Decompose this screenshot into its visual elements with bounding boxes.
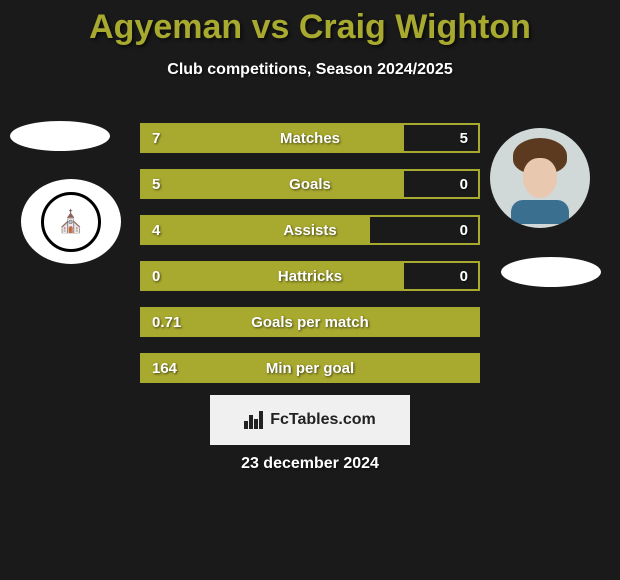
bar-assists: 4 Assists 0 (140, 215, 480, 245)
bar-fill (142, 125, 404, 151)
right-player-avatar (490, 128, 590, 228)
page-title: Agyeman vs Craig Wighton (0, 0, 620, 47)
face-icon (505, 138, 575, 218)
right-club-badge (501, 257, 601, 287)
bar-min-per-goal: 164 Min per goal (140, 353, 480, 383)
bar-right-value: 0 (450, 171, 478, 197)
left-player-avatar (10, 121, 110, 151)
bar-goals: 5 Goals 0 (140, 169, 480, 199)
bar-left-value: 7 (142, 125, 170, 151)
bar-right-value: 0 (450, 217, 478, 243)
bar-fill (142, 217, 370, 243)
bar-goals-per-match: 0.71 Goals per match (140, 307, 480, 337)
bar-fill (142, 355, 478, 381)
subtitle: Club competitions, Season 2024/2025 (0, 61, 620, 79)
bar-right-value: 5 (450, 125, 478, 151)
bar-left-value: 5 (142, 171, 170, 197)
bar-left-value: 0.71 (142, 309, 191, 335)
bar-fill (142, 309, 478, 335)
bar-left-value: 164 (142, 355, 187, 381)
left-club-badge: ⛪ (21, 179, 121, 264)
bar-left-value: 0 (142, 263, 170, 289)
bar-hattricks: 0 Hattricks 0 (140, 261, 480, 291)
bar-fill (142, 171, 404, 197)
bar-fill (142, 263, 404, 289)
logo-text: FcTables.com (270, 411, 376, 429)
bar-left-value: 4 (142, 217, 170, 243)
comparison-bars: 7 Matches 5 5 Goals 0 4 Assists 0 0 Hatt… (140, 123, 480, 399)
club-badge-glyph: ⛪ (57, 209, 84, 235)
date-label: 23 december 2024 (0, 455, 620, 473)
bar-right-value: 0 (450, 263, 478, 289)
club-badge-icon: ⛪ (41, 192, 101, 252)
fctables-logo: FcTables.com (210, 395, 410, 445)
chart-icon (244, 411, 264, 429)
bar-matches: 7 Matches 5 (140, 123, 480, 153)
